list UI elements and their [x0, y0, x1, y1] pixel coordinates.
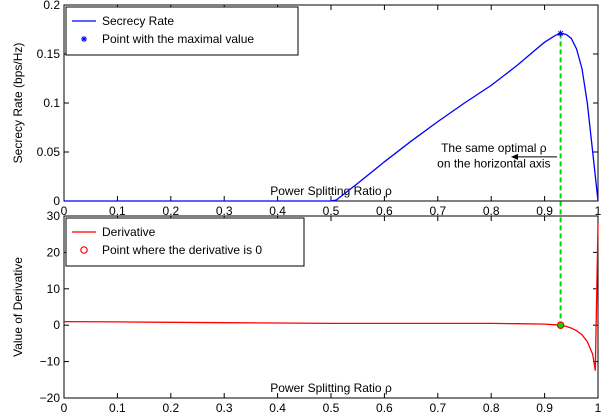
- legend-label: Secrecy Rate: [102, 14, 174, 28]
- asterisk-stroke: [558, 30, 564, 36]
- x-tick-label: 0.5: [323, 401, 340, 415]
- x-tick-label: 0.3: [216, 204, 233, 218]
- x-tick-label: 0.1: [109, 204, 126, 218]
- y-tick-label: 0.15: [37, 47, 61, 61]
- x-tick-label: 0: [61, 204, 68, 218]
- x-tick-label: 1: [595, 401, 602, 415]
- x-tick-label: 0.4: [269, 401, 286, 415]
- x-tick-label: 0.8: [483, 401, 500, 415]
- y-tick-label: 0: [53, 194, 60, 208]
- legend-label: Point where the derivative is 0: [102, 243, 262, 257]
- y-tick-label: 0.1: [43, 96, 60, 110]
- x-tick-label: 0.2: [162, 401, 179, 415]
- x-tick-label: 1: [595, 204, 602, 218]
- annotation-arrowhead: [511, 153, 518, 160]
- x-tick-label: 0.9: [536, 401, 553, 415]
- x-tick-label: 0.6: [376, 204, 393, 218]
- x-axis-label: Power Splitting Ratio ρ: [270, 381, 392, 395]
- max-point-marker: [557, 30, 564, 37]
- x-tick-label: 0.5: [323, 204, 340, 218]
- x-tick-label: 0.6: [376, 401, 393, 415]
- x-axis-label: Power Splitting Ratio ρ: [270, 184, 392, 198]
- series-line-1-0: [63, 223, 599, 371]
- y-tick-label: −20: [40, 391, 61, 405]
- y-axis-label: Value of Derivative: [11, 257, 25, 357]
- zero-point-marker: [556, 321, 565, 330]
- x-tick-label: 0.8: [483, 204, 500, 218]
- asterisk-stroke: [81, 36, 87, 42]
- legend-box-0: [65, 6, 299, 56]
- y-tick-label: 10: [47, 282, 61, 296]
- x-tick-label: 0.7: [429, 401, 446, 415]
- y-tick-label: 30: [47, 209, 61, 223]
- legend-box-1: [65, 217, 305, 267]
- x-tick-label: 0.3: [216, 401, 233, 415]
- y-axis-label: Secrecy Rate (bps/Hz): [11, 43, 25, 164]
- y-tick-label: 0.2: [43, 0, 60, 12]
- legend-circle-swatch: [80, 246, 88, 254]
- y-tick-label: −10: [40, 355, 61, 369]
- x-tick-label: 0.7: [429, 204, 446, 218]
- x-tick-label: 0.1: [109, 401, 126, 415]
- x-tick-label: 0.2: [162, 204, 179, 218]
- y-tick-label: 0: [53, 318, 60, 332]
- x-tick-label: 0: [61, 401, 68, 415]
- annotation-text: on the horizontal axis: [437, 157, 550, 171]
- legend-asterisk-swatch: [81, 36, 87, 42]
- x-tick-label: 0.9: [536, 204, 553, 218]
- series-line-0-0: [64, 32, 599, 202]
- annotation-text: The same optimal ρ: [441, 141, 547, 155]
- legend-label: Derivative: [102, 225, 156, 239]
- y-tick-label: 0.05: [37, 145, 61, 159]
- legend-label: Point with the maximal value: [102, 32, 254, 46]
- y-tick-label: 20: [47, 245, 61, 259]
- x-tick-label: 0.4: [269, 204, 286, 218]
